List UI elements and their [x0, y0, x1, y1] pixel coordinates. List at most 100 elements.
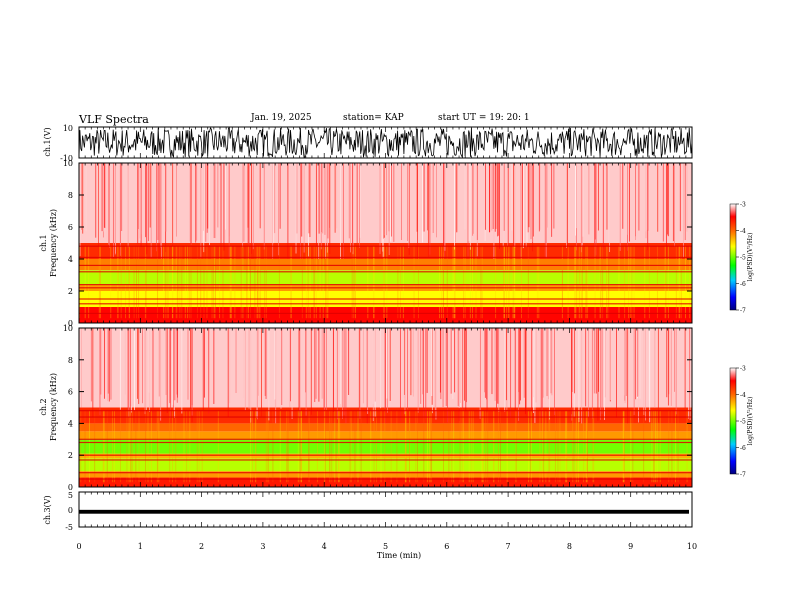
spec-streak: [259, 246, 261, 319]
spec-streak: [415, 410, 417, 483]
spec-streak: [308, 410, 310, 483]
spec-streak: [532, 163, 534, 237]
spec-streak: [181, 246, 183, 319]
spec-streak: [422, 328, 424, 395]
spec-streak: [430, 410, 432, 483]
spec-streak: [324, 328, 326, 410]
spec-streak: [601, 328, 603, 414]
spec-streak: [481, 410, 483, 483]
ch1-colorbar-label: log(PSD)(V²/Hz): [747, 233, 754, 282]
spec-streak: [259, 163, 261, 229]
spec-streak: [190, 328, 191, 409]
spec-streak: [146, 163, 148, 255]
spec-streak: [554, 328, 555, 416]
spec-streak: [454, 246, 456, 319]
spec-streak: [295, 163, 297, 254]
spec-streak: [523, 328, 525, 398]
spec-tone-line: [79, 264, 692, 266]
spec-streak: [648, 328, 650, 402]
spec-streak: [627, 328, 629, 424]
spec-streak: [161, 163, 162, 259]
spec-band: [79, 431, 692, 440]
spec-streak: [318, 163, 320, 234]
spec-streak: [84, 410, 86, 483]
spec-streak: [604, 328, 606, 398]
spec-streak: [667, 328, 669, 406]
spec-streak: [538, 163, 540, 232]
spec-streak: [290, 246, 292, 319]
spec-streak: [603, 328, 605, 420]
spec-streak: [576, 410, 578, 483]
spec-streak: [106, 163, 108, 241]
spec-tone-line: [79, 472, 692, 474]
spec-streak: [212, 246, 214, 319]
spec-streak: [457, 328, 459, 406]
spec-streak: [445, 328, 447, 406]
spec-streak: [581, 246, 583, 319]
spec-streak: [242, 246, 244, 319]
spec-streak: [80, 163, 82, 230]
spec-streak: [89, 410, 90, 483]
spec-streak: [121, 163, 123, 232]
spec-streak: [575, 410, 577, 483]
time-tick-label: 5: [383, 542, 388, 551]
spec-streak: [367, 246, 369, 319]
spec-streak: [256, 328, 258, 418]
ch3-ytick-top: 5: [68, 491, 73, 500]
spec-streak: [179, 246, 181, 319]
spec-streak: [258, 328, 259, 396]
spec-streak: [228, 163, 230, 258]
spec-streak: [355, 246, 356, 319]
spec-streak: [255, 410, 257, 483]
colorbar-tick-label: -4: [740, 228, 746, 235]
spec-streak: [100, 246, 102, 319]
spec-streak: [444, 163, 446, 251]
spec-streak: [126, 410, 128, 483]
spec-streak: [279, 163, 281, 229]
spec-streak: [422, 163, 424, 243]
spec-streak: [217, 163, 219, 228]
spec-streak: [624, 328, 626, 404]
spec-streak: [291, 328, 292, 398]
station-label: station= KAP: [343, 113, 404, 123]
spec-streak: [645, 163, 647, 239]
spec-streak: [149, 328, 151, 412]
spec-streak: [354, 246, 356, 319]
time-tick-label: 2: [199, 542, 204, 551]
freq-tick-label: 8: [68, 191, 73, 200]
spec-tone-line: [79, 298, 692, 300]
spec-streak: [169, 410, 171, 483]
spec-streak: [190, 163, 192, 245]
spec-streak: [610, 328, 611, 401]
spec-streak: [632, 410, 634, 483]
spec-streak: [171, 246, 173, 319]
spec-streak: [405, 410, 407, 483]
spec-streak: [163, 246, 165, 319]
spec-streak: [98, 163, 100, 257]
spec-streak: [189, 163, 191, 242]
spec-streak: [688, 328, 689, 419]
spec-streak: [630, 410, 632, 483]
spec-streak: [409, 410, 410, 483]
spec-streak: [267, 410, 269, 483]
spec-streak: [385, 328, 386, 424]
spec-streak: [469, 163, 471, 250]
spec-streak: [594, 246, 596, 319]
spec-streak: [120, 246, 122, 319]
spec-streak: [463, 246, 464, 319]
spec-streak: [582, 163, 584, 237]
spec-streak: [152, 328, 154, 413]
ch2-colorbar: [729, 367, 737, 475]
spec-streak: [248, 163, 250, 254]
spec-streak: [156, 163, 157, 252]
spec-streak: [157, 163, 158, 237]
spec-streak: [359, 328, 361, 419]
spec-streak: [502, 163, 504, 247]
spec-streak: [120, 410, 121, 483]
spec-streak: [665, 246, 667, 319]
freq-tick-label: 6: [68, 223, 73, 232]
spec-streak: [265, 246, 267, 319]
spec-streak: [145, 246, 147, 319]
spec-streak: [416, 410, 418, 483]
spec-streak: [101, 163, 103, 232]
